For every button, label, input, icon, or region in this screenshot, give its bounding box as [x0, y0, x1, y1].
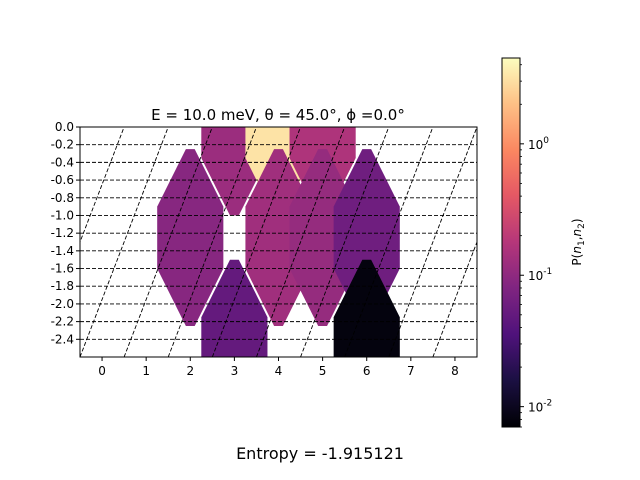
y-tick-label: -1.4 [51, 244, 74, 258]
y-tick-label: -0.6 [51, 173, 74, 187]
heatmap-cell [333, 259, 400, 357]
grid-line [167, 127, 257, 357]
y-tick-label: -0.2 [51, 138, 74, 152]
x-tick-label: 1 [142, 364, 150, 378]
chart-title: E = 10.0 meV, θ = 45.0°, ϕ =0.0° [151, 106, 405, 124]
heatmap-cell [289, 149, 356, 327]
y-tick-label: -1.2 [51, 226, 74, 240]
grid-line [344, 127, 434, 357]
heatmap-cell [333, 149, 400, 327]
colorbar-tick-label: 10-1 [528, 267, 552, 283]
x-tick-label: 3 [231, 364, 239, 378]
heatmap-cell [245, 149, 312, 327]
heatmap-cell [157, 149, 224, 327]
grid-line [211, 127, 301, 357]
grid-line [521, 127, 609, 357]
colorbar [501, 57, 521, 428]
heatmap-cells [157, 127, 400, 357]
y-tick-label: -2.0 [51, 297, 74, 311]
y-tick-label: -1.6 [51, 262, 74, 276]
heatmap-cell [201, 259, 268, 357]
y-tick-label: -0.4 [51, 155, 74, 169]
grid-line [80, 127, 169, 357]
x-axis-ticks: 0 1 2 3 4 5 6 7 8 [98, 357, 459, 378]
x-tick-label: 4 [275, 364, 283, 378]
grid-line [300, 127, 390, 357]
grid-line [123, 127, 213, 357]
colorbar-label: P(n1,n2) [570, 218, 587, 265]
colorbar-ticks: 100 10-1 10-2 [520, 64, 552, 428]
y-axis-ticks: 0.0 -0.2 -0.4 -0.6 -0.8 -1.0 -1.2 -1.4 -1.6 -1.8 -… [51, 120, 80, 346]
x-tick-label: 0 [98, 364, 106, 378]
colorbar-tick-label: 100 [528, 136, 549, 152]
x-tick-label: 2 [186, 364, 194, 378]
grid-line [256, 127, 346, 357]
x-tick-label: 6 [363, 364, 371, 378]
y-tick-label: -2.2 [51, 315, 74, 329]
diagonal-grid [0, 127, 609, 357]
y-tick-label: -1.8 [51, 279, 74, 293]
y-tick-label: -1.0 [51, 208, 74, 222]
colorbar-tick-label: 10-2 [528, 399, 552, 415]
grid-line [388, 127, 477, 357]
x-tick-label: 5 [319, 364, 327, 378]
y-tick-label: 0.0 [55, 120, 74, 134]
y-tick-label: -2.4 [51, 332, 74, 346]
grid-line [0, 127, 36, 357]
y-tick-label: -0.8 [51, 191, 74, 205]
entropy-label: Entropy = -1.915121 [236, 444, 404, 463]
x-tick-label: 7 [407, 364, 415, 378]
x-tick-label: 8 [451, 364, 459, 378]
grid-line [476, 355, 477, 357]
